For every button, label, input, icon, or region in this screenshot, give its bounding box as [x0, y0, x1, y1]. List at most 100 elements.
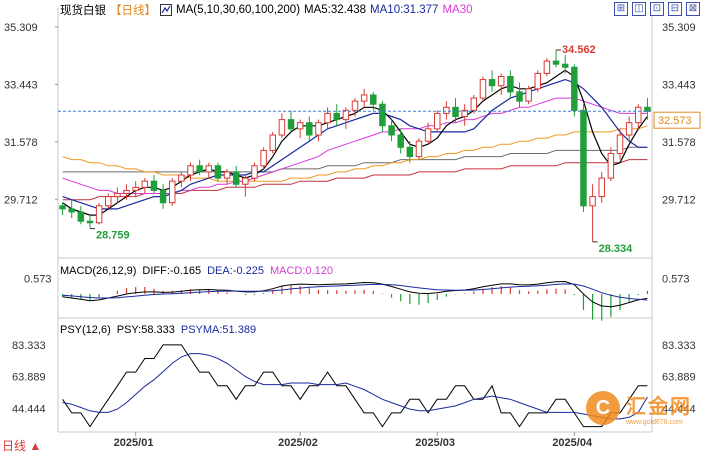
candle-down	[571, 66, 578, 111]
candle-up	[479, 79, 487, 99]
y-tick-label-right: 29.712	[662, 194, 696, 206]
psy-y-tick-right: 44.444	[662, 403, 696, 415]
toolbar-button-4[interactable]: ⊟	[668, 2, 682, 16]
candle-down	[580, 109, 587, 207]
ma100-line	[62, 146, 648, 173]
candle-down	[379, 103, 386, 127]
candle-down	[68, 208, 75, 213]
x-tick-label: 2025/02	[278, 437, 318, 449]
candle-up	[278, 119, 286, 136]
period-tag[interactable]: 【日线】	[110, 5, 156, 17]
candle-down	[488, 79, 496, 87]
candle-up	[424, 128, 432, 142]
candle-up	[251, 165, 258, 179]
psy-value: PSY:58.333	[116, 324, 175, 336]
candle-down	[196, 165, 203, 173]
ma60-line	[62, 125, 648, 182]
toolbar-button-3[interactable]: ⊡	[650, 2, 664, 16]
toolbar-button-2[interactable]: ◫	[632, 2, 646, 16]
chart-toolbar: ⊞ ◫ ⊡ ⊟ ⊠	[614, 2, 700, 16]
current-price-box	[653, 111, 701, 129]
candle-up	[461, 109, 468, 118]
candle-down	[406, 146, 414, 158]
chart-type-icon[interactable]	[160, 4, 172, 16]
candle-up	[105, 196, 112, 207]
candle-down	[644, 106, 651, 112]
macd-params: MACD(26,12,9)	[60, 265, 137, 277]
toolbar-button-5[interactable]: ⊠	[686, 2, 700, 16]
candle-up	[589, 196, 596, 207]
watermark: C 汇金网 www.gold678.com	[586, 390, 692, 426]
ma-params: MA(5,10,30,60,100,200)	[176, 4, 301, 16]
candle-down	[306, 122, 313, 136]
psy-y-tick-left: 63.889	[12, 372, 46, 384]
candle-up	[242, 177, 249, 185]
candle-up	[470, 97, 478, 111]
candle-up	[141, 180, 149, 188]
x-tick-label: 2025/04	[552, 437, 593, 449]
psy-y-tick-left: 44.444	[12, 403, 46, 415]
macd-dea: DEA:-0.225	[207, 265, 264, 277]
y-tick-label-right: 35.309	[662, 22, 696, 34]
candle-up	[625, 122, 633, 136]
candle-up	[434, 112, 441, 130]
candle-up	[443, 106, 450, 114]
candle-up	[497, 76, 505, 87]
candle-down	[452, 106, 459, 118]
candle-down	[507, 76, 514, 93]
period-selector[interactable]: 日线 ▲	[2, 439, 42, 452]
psy-y-tick-right: 83.333	[662, 340, 696, 352]
y-tick-label-right: 31.578	[662, 137, 696, 149]
candle-up	[351, 100, 359, 111]
candle-up	[296, 122, 304, 130]
y-tick-label-left: 31.578	[4, 137, 38, 149]
current-price-label: 32.573	[658, 115, 692, 127]
psyma-value: PSYMA:51.389	[180, 324, 257, 336]
y-tick-label-right: 33.443	[662, 79, 696, 91]
min-price-label: 28.759	[96, 230, 130, 242]
psy-y-tick-left: 83.333	[12, 340, 46, 352]
candle-up	[616, 134, 624, 154]
y-tick-label-left: 35.309	[4, 22, 38, 34]
macd-diff: DIFF:-0.165	[142, 265, 202, 277]
y-tick-label-left: 33.443	[4, 79, 38, 91]
candle-down	[77, 211, 85, 222]
macd-value: MACD:0.120	[269, 265, 333, 277]
toolbar-button-1[interactable]: ⊞	[614, 2, 628, 16]
candle-up	[95, 205, 103, 224]
main-legend: 现货白银 【日线】 MA(5,10,30,60,100,200) MA5:32.…	[60, 3, 473, 17]
candle-down	[150, 180, 158, 191]
candle-up	[132, 186, 139, 191]
candle-up	[315, 122, 322, 136]
candle-up	[324, 112, 331, 124]
candle-down	[159, 189, 167, 204]
instrument-name: 现货白银	[60, 5, 106, 17]
candle-up	[543, 60, 551, 74]
candle-up	[415, 140, 423, 158]
psy-legend: PSY(12,6) PSY:58.333 PSYMA:51.389	[60, 324, 256, 336]
candle-up	[123, 189, 130, 194]
ma10-value: MA10:31.377	[370, 4, 439, 16]
psy-line	[62, 344, 648, 428]
psyma-line	[62, 353, 648, 420]
brand-logo-icon: C	[586, 391, 620, 425]
candle-down	[232, 171, 240, 185]
candle-down	[287, 119, 295, 130]
candle-down	[397, 134, 404, 148]
macd-y-tick-left: 0.573	[24, 274, 52, 286]
candle-up	[178, 174, 185, 182]
candle-down	[561, 63, 569, 68]
candle-down	[86, 220, 94, 224]
candle-down	[333, 112, 340, 121]
x-tick-label: 2025/03	[415, 437, 455, 449]
candle-down	[388, 125, 395, 136]
ma5-value: MA5:32.438	[304, 4, 367, 16]
candle-up	[342, 109, 350, 121]
candle-down	[552, 60, 560, 65]
candle-down	[370, 94, 377, 105]
candle-up	[269, 134, 276, 151]
macd-y-tick-right: 0.573	[662, 274, 690, 286]
candle-down	[516, 91, 523, 102]
candle-up	[168, 180, 176, 204]
y-tick-label-left: 29.712	[4, 194, 38, 206]
